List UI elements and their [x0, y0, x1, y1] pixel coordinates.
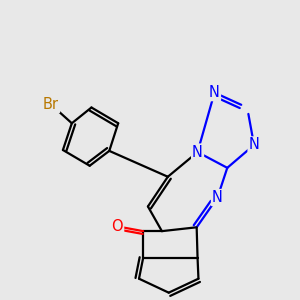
Text: N: N	[192, 145, 203, 160]
Text: Br: Br	[43, 97, 59, 112]
Text: N: N	[249, 137, 260, 152]
Text: O: O	[112, 219, 123, 234]
Text: N: N	[209, 85, 220, 100]
Text: N: N	[212, 190, 223, 205]
